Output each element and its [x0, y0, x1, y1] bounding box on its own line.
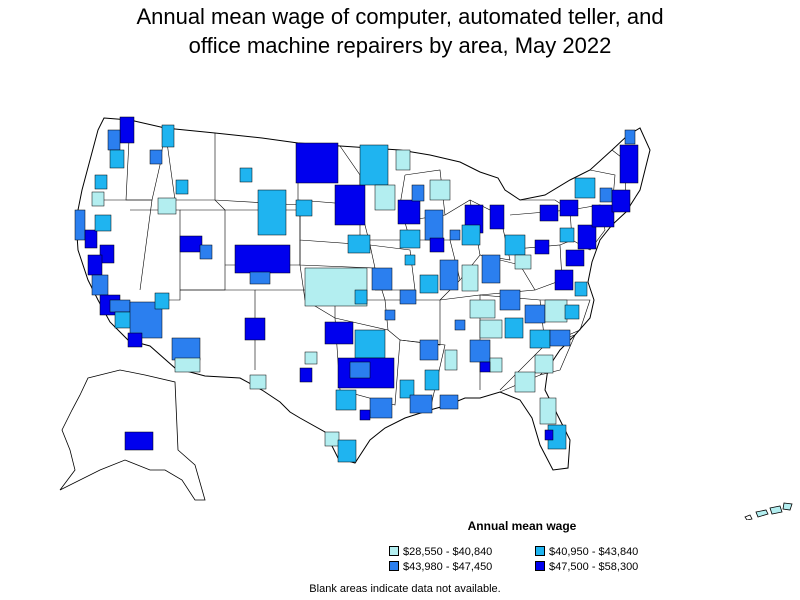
legend-item-2: $40,950 - $43,840 — [535, 546, 638, 559]
wage-regions — [74, 116, 639, 463]
blank-areas-note: Blank areas indicate data not available. — [309, 583, 501, 595]
title-line-1: Annual mean wage of computer, automated … — [136, 4, 664, 29]
alaska — [59, 369, 206, 501]
legend-label-3: $43,980 - $47,450 — [403, 561, 493, 573]
title-line-2: office machine repairers by area, May 20… — [188, 33, 612, 58]
wage-map — [59, 116, 793, 520]
map-title: Annual mean wage of computer, automated … — [0, 2, 800, 60]
legend-swatch-3 — [389, 561, 399, 571]
legend-swatch-1 — [389, 546, 399, 556]
legend-item-4: $47,500 - $58,300 — [535, 561, 638, 574]
legend-title: Annual mean wage — [467, 519, 577, 533]
legend-label-1: $28,550 - $40,840 — [403, 546, 493, 558]
legend-label-4: $47,500 - $58,300 — [549, 561, 639, 573]
legend-item-1: $28,550 - $40,840 — [389, 546, 492, 559]
legend-label-2: $40,950 - $43,840 — [549, 546, 639, 558]
legend-swatch-4 — [535, 561, 545, 571]
legend-item-3: $43,980 - $47,450 — [389, 561, 492, 574]
hawaii — [744, 502, 793, 520]
legend-swatch-2 — [535, 546, 545, 556]
